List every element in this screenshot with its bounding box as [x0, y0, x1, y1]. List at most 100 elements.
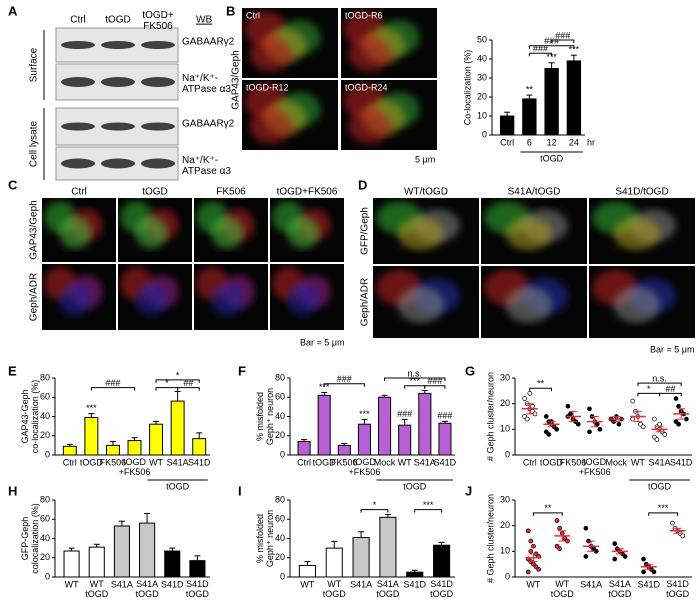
x-tick-label: WT — [149, 457, 163, 467]
significance: *** — [546, 52, 557, 62]
blot-band — [141, 158, 175, 169]
bracket-label: ### — [427, 376, 442, 386]
cell-signal — [613, 217, 661, 251]
x-tick-label: S41D — [434, 457, 457, 467]
cell-signal — [211, 216, 244, 249]
y-axis-label: # Geph cluster/neuron — [485, 494, 495, 583]
band-label: GABAARγ2 — [182, 119, 235, 130]
y-tick-label: 10 — [477, 110, 487, 120]
point — [652, 416, 657, 422]
cell-signal — [287, 216, 320, 249]
panel-letter: E — [8, 363, 17, 378]
cell-signal — [249, 108, 292, 144]
bar — [378, 396, 392, 456]
bar — [433, 544, 451, 578]
band-label: Na⁺/K⁺-ATPase α3 — [182, 155, 231, 177]
bracket — [414, 509, 443, 513]
point — [654, 437, 660, 442]
bracket-label: * — [647, 384, 651, 394]
point — [651, 569, 657, 575]
x-tick-label: 12 — [547, 137, 557, 147]
bracket-label: ** — [544, 503, 552, 513]
column-head: S41A/tOGD — [508, 187, 561, 198]
point — [630, 398, 636, 404]
y-axis-label: GAP43-Gephco-localization (%) — [20, 380, 40, 454]
bar — [406, 571, 424, 578]
blot-band — [61, 158, 95, 169]
y-tick-label: 0 — [505, 571, 510, 581]
x-tick-label: 6 — [527, 137, 532, 147]
point — [530, 403, 535, 409]
point — [565, 403, 571, 409]
point — [528, 538, 534, 544]
blot-band — [61, 122, 95, 131]
bar — [317, 394, 331, 456]
x-tick-label: S41A — [649, 457, 671, 467]
cell-signal — [249, 36, 292, 72]
significance: *** — [86, 403, 97, 413]
bracket-label: *** — [409, 376, 420, 386]
x-tick-label: S41A — [111, 579, 133, 589]
significance: *** — [359, 409, 370, 419]
x-tick-label: Ctrl — [500, 137, 514, 147]
group-label: tOGD — [540, 153, 564, 163]
panel-letter: G — [465, 363, 475, 378]
y-tick-label: 60 — [40, 392, 50, 402]
point — [546, 432, 552, 437]
blot-band — [141, 41, 175, 49]
bar — [170, 400, 185, 456]
blot-band — [101, 41, 135, 49]
x-tick-label: S41D tOGD — [186, 579, 210, 599]
scale-label: 5 μm — [415, 154, 435, 164]
point — [640, 424, 646, 430]
x-tick-label: tOGD — [540, 457, 564, 467]
blot-band — [101, 77, 135, 87]
blot-band — [141, 77, 175, 87]
scale-label: Bar = 5 μm — [300, 337, 344, 347]
point — [583, 525, 589, 531]
bar — [357, 423, 371, 456]
bracket-label: ### — [555, 30, 570, 40]
point — [525, 569, 531, 575]
bar — [192, 438, 207, 456]
point — [622, 554, 628, 559]
y-tick-label: 20 — [40, 430, 50, 440]
bracket — [155, 387, 179, 391]
y-tick-label: 80 — [275, 494, 285, 504]
panel-letter: A — [8, 3, 18, 18]
panel-letter: C — [8, 177, 18, 192]
x-tick-label: S41A tOGD — [136, 579, 160, 599]
x-tick-label: S41D — [637, 579, 660, 589]
x-tick-label: S41A tOGD — [608, 579, 632, 599]
cell-signal — [397, 217, 445, 251]
point — [528, 548, 534, 554]
bracket-label: * — [176, 370, 180, 380]
bar — [544, 68, 559, 136]
bar — [139, 522, 156, 578]
column-head: FK506 — [216, 187, 246, 198]
y-tick-label: 40 — [477, 53, 487, 63]
point — [612, 541, 618, 546]
y-tick-label: 10 — [500, 546, 510, 556]
significance: *** — [319, 382, 330, 392]
x-tick-label: tOGD — [313, 457, 337, 467]
bracket-label: ### — [533, 44, 548, 54]
significance: ### — [437, 411, 452, 421]
x-tick-label: WT — [631, 457, 645, 467]
blot-band — [141, 122, 175, 131]
y-tick-label: 20 — [500, 520, 510, 530]
image-label: tOGD-R24 — [345, 82, 388, 92]
bracket — [155, 379, 200, 383]
x-tick-label: FK506 — [331, 457, 358, 467]
point — [612, 556, 618, 562]
y-tick-label: 60 — [275, 514, 285, 524]
bar — [418, 392, 432, 456]
point — [583, 554, 589, 559]
bracket — [532, 512, 563, 516]
bracket — [529, 387, 552, 392]
y-tick-label: 0 — [505, 449, 510, 459]
x-tick-label: WT tOGD — [85, 579, 109, 599]
y-tick-label: 20 — [275, 552, 285, 562]
x-tick-label: Ctrl — [523, 457, 537, 467]
bar — [398, 424, 412, 456]
